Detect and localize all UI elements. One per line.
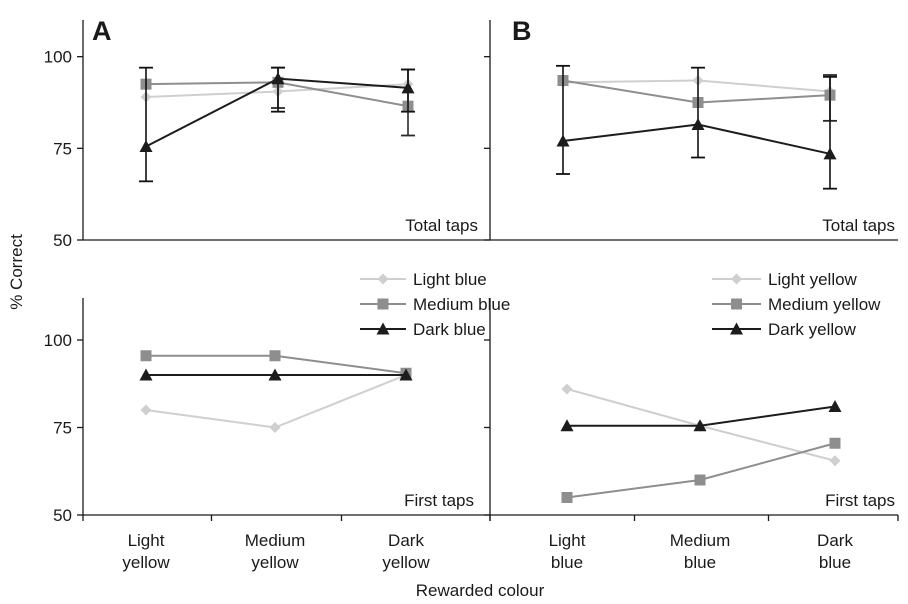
panel-3: 50 75 100 Light yellow Medium yellow Dark yellow… [44,270,511,572]
data-point-dark [560,419,574,432]
x-tick-label: Dark yellow [382,531,430,572]
data-point-medium [269,350,281,362]
y-tick-label: 100 [44,48,72,67]
legend-label: Light blue [413,270,487,289]
panel-2: B Total taps [484,16,898,241]
panel-letter: A [92,16,112,46]
series-line-medium [566,442,836,499]
legend-marker [730,322,743,335]
data-point-dark [691,118,705,131]
panel-corner-label: Total taps [822,216,895,235]
x-tick-label: Dark blue [817,531,853,572]
panel-corner-label: First taps [825,491,895,510]
panel-corner-label: Total taps [405,216,478,235]
data-point-medium [694,474,706,486]
data-point-dark [139,368,153,381]
y-tick-label: 75 [53,419,72,438]
y-tick-label: 100 [44,331,72,350]
y-tick-label: 75 [53,139,72,158]
data-point-light [829,455,841,467]
legend-marker [377,273,389,285]
data-point-dark [823,147,837,160]
legend-marker [377,298,389,310]
data-point-dark [268,368,282,381]
y-axis-title: % Correct [7,234,26,310]
panel-1: 50 75 100 A Total taps [44,16,490,250]
series-line-light [145,374,407,429]
data-point-light [140,404,152,416]
panel-letter: B [512,16,532,46]
data-point-dark [401,81,415,94]
data-point-dark [399,368,413,381]
data-point-dark [693,419,707,432]
data-point-light [269,422,281,433]
legend-marker [376,322,390,335]
x-axis-title: Rewarded colour [416,581,545,600]
x-tick-label: Medium yellow [245,531,305,572]
data-point-medium [140,350,152,362]
x-tick-label: Medium blue [670,531,730,572]
panel-corner-label: First taps [404,491,474,510]
x-tick-label: Light yellow [122,531,170,572]
legend-label: Dark blue [413,320,486,339]
data-point-light [561,383,573,395]
data-point-dark [556,134,570,147]
x-tick-label: Light blue [549,531,586,572]
legend-marker [731,298,742,310]
data-point-dark [271,72,285,85]
data-point-medium [561,492,573,503]
legend-marker [731,273,742,285]
legend-label: Light yellow [768,270,858,289]
panel-4: Light blue Medium blue Dark blue First taps Lig… [484,270,899,572]
data-point-dark [139,140,153,153]
legend-label: Dark yellow [768,320,857,339]
y-tick-label: 50 [53,506,72,525]
data-point-dark [828,400,842,413]
y-tick-label: 50 [53,231,72,250]
legend-label: Medium blue [413,295,510,314]
data-point-medium [829,437,841,449]
legend-label: Medium yellow [768,295,881,314]
